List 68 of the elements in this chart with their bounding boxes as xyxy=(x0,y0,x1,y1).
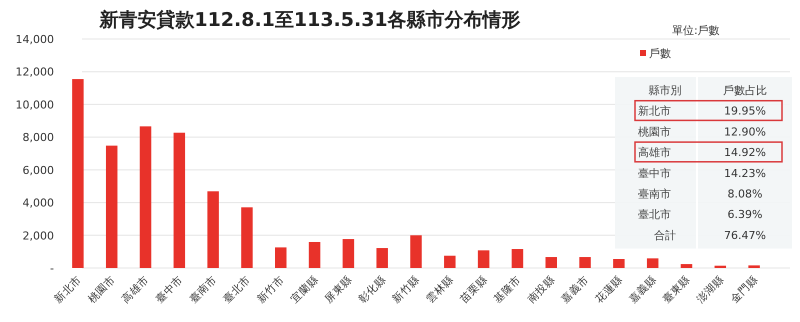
bar xyxy=(174,132,186,268)
annotation: 8.08% xyxy=(728,188,762,200)
annotation: 臺中市 xyxy=(638,166,671,180)
bar xyxy=(72,79,84,268)
bar xyxy=(680,264,692,268)
bar xyxy=(579,257,591,268)
x-tick-label: 新竹市 xyxy=(254,272,287,306)
bar xyxy=(512,249,524,268)
x-tick-label: 澎湖縣 xyxy=(694,272,726,306)
annotation: 12.90% xyxy=(724,125,766,138)
x-tick-label: 屏東縣 xyxy=(322,272,354,306)
y-tick-label: 4,000 xyxy=(22,196,54,210)
chart-title: 新青安貸款112.8.1至113.5.31各縣市分布情形 xyxy=(98,9,521,31)
x-tick-label: 花蓮縣 xyxy=(592,272,625,306)
bar xyxy=(613,259,625,268)
annotation: 縣市別 xyxy=(648,84,682,97)
bar xyxy=(275,247,287,268)
bar xyxy=(106,146,118,268)
x-tick-label: 高雄市 xyxy=(119,272,152,306)
annotation: 19.95% xyxy=(724,104,766,118)
x-tick-label: 嘉義市 xyxy=(558,272,592,306)
x-tick-label: 基隆市 xyxy=(491,272,524,306)
y-tick-label: 12,000 xyxy=(16,66,54,79)
bar xyxy=(241,207,253,268)
x-tick-label: 金門縣 xyxy=(728,274,760,306)
x-tick-label: 臺中市 xyxy=(152,272,186,306)
x-tick-label: 宜蘭縣 xyxy=(288,272,321,306)
bar xyxy=(748,265,760,268)
x-tick-label: 嘉義縣 xyxy=(626,272,659,306)
annotation: 高雄市 xyxy=(638,146,671,160)
bar xyxy=(410,235,422,268)
x-tick-label: 臺東縣 xyxy=(660,272,693,306)
bar xyxy=(478,250,490,268)
y-tick-label: 10,000 xyxy=(16,98,54,112)
text: 單位:戶數 xyxy=(672,24,720,37)
x-tick-label: 彰化縣 xyxy=(356,272,388,306)
bar xyxy=(308,242,320,268)
bar xyxy=(342,239,354,268)
bar xyxy=(444,256,456,268)
x-tick-label: 雲林縣 xyxy=(423,272,456,306)
y-tick-label: - xyxy=(50,262,54,275)
x-tick-label: 新北市 xyxy=(51,272,84,306)
y-tick-label: 2,000 xyxy=(22,229,54,242)
annotation: 戶數占比 xyxy=(723,84,767,97)
bar xyxy=(207,191,219,268)
y-tick-label: 14,000 xyxy=(16,33,54,46)
bar xyxy=(545,257,557,268)
annotation: 桃園市 xyxy=(638,125,671,138)
bar xyxy=(376,248,388,268)
y-tick-label: 6,000 xyxy=(22,164,54,177)
annotation: 合計 xyxy=(654,228,676,242)
annotation: 76.47% xyxy=(724,228,766,242)
annotation: 14.23% xyxy=(724,166,766,180)
x-tick-label: 桃園市 xyxy=(85,272,118,306)
x-tick-label: 臺北市 xyxy=(220,272,254,306)
x-tick-label: 南投縣 xyxy=(524,272,558,306)
bar xyxy=(646,258,658,268)
legend-label: 戶數 xyxy=(649,47,671,60)
annotation: 新北市 xyxy=(638,104,671,118)
x-tick-label: 苗栗縣 xyxy=(457,272,490,306)
annotation: 14.92% xyxy=(724,146,766,160)
y-tick-label: 8,000 xyxy=(22,131,54,144)
annotation: 臺北市 xyxy=(638,208,671,222)
annotation: 臺南市 xyxy=(638,188,671,200)
x-tick-label: 臺南市 xyxy=(186,272,220,306)
bar xyxy=(140,126,152,268)
x-tick-label: 新竹縣 xyxy=(390,272,422,306)
annotation: 6.39% xyxy=(728,208,762,222)
